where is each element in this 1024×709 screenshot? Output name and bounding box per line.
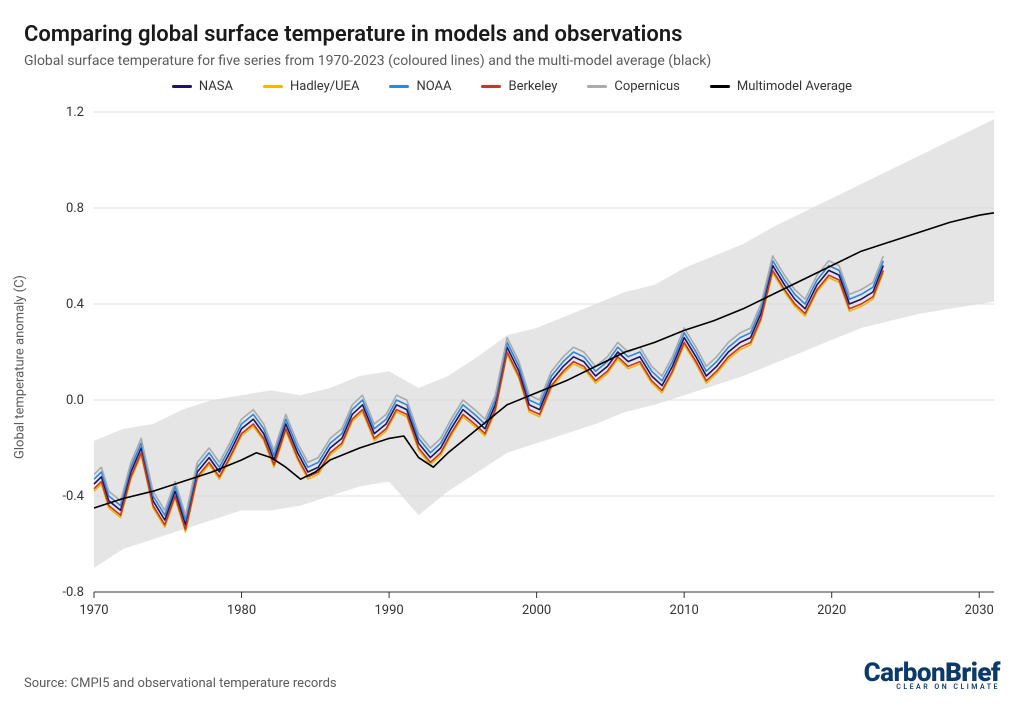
source-text: Source: CMPI5 and observational temperat… bbox=[24, 676, 337, 691]
y-tick-label: -0.8 bbox=[62, 585, 84, 600]
legend-item: Copernicus bbox=[587, 79, 680, 94]
chart-subtitle: Global surface temperature for five seri… bbox=[24, 53, 1000, 69]
x-tick-label: 1970 bbox=[79, 603, 108, 618]
uncertainty-band bbox=[94, 119, 994, 568]
legend-label: NOAA bbox=[416, 79, 451, 94]
chart-area: Global temperature anomaly (C) -0.8-0.40… bbox=[24, 102, 1000, 632]
x-tick-label: 2000 bbox=[522, 603, 551, 618]
legend-swatch bbox=[263, 85, 283, 88]
y-tick-label: 1.2 bbox=[66, 105, 84, 120]
legend-item: NOAA bbox=[389, 79, 451, 94]
x-tick-label: 2010 bbox=[670, 603, 699, 618]
chart-title: Comparing global surface temperature in … bbox=[24, 22, 1000, 47]
legend-swatch bbox=[710, 85, 730, 88]
x-tick-label: 1990 bbox=[374, 603, 403, 618]
y-axis-label: Global temperature anomaly (C) bbox=[13, 275, 28, 459]
y-tick-label: -0.4 bbox=[62, 489, 84, 504]
y-tick-label: 0.4 bbox=[66, 297, 85, 312]
x-tick-label: 2030 bbox=[965, 603, 994, 618]
legend-label: Multimodel Average bbox=[737, 79, 852, 94]
y-tick-label: 0.8 bbox=[66, 201, 84, 216]
legend-item: Multimodel Average bbox=[710, 79, 852, 94]
legend-label: Berkeley bbox=[508, 79, 557, 94]
x-tick-label: 1980 bbox=[227, 603, 256, 618]
legend-swatch bbox=[587, 85, 607, 88]
legend-label: Hadley/UEA bbox=[290, 79, 359, 94]
chart-svg: -0.8 -0.4 0.0 0.4 0.8 1.2 1970 1980 1990 2000 2010… bbox=[24, 102, 1000, 632]
legend-swatch bbox=[389, 85, 409, 88]
legend-swatch bbox=[172, 85, 192, 88]
x-tick-label: 2020 bbox=[817, 603, 846, 618]
legend-item: Hadley/UEA bbox=[263, 79, 359, 94]
legend: NASA Hadley/UEA NOAA Berkeley Copernicus Mult… bbox=[24, 79, 1000, 94]
legend-label: NASA bbox=[199, 79, 233, 94]
legend-item: Berkeley bbox=[481, 79, 557, 94]
legend-swatch bbox=[481, 85, 501, 88]
y-tick-label: 0.0 bbox=[66, 393, 84, 408]
legend-item: NASA bbox=[172, 79, 233, 94]
brand-logo: CarbonBrief CLEAR ON CLIMATE bbox=[864, 660, 1000, 691]
legend-label: Copernicus bbox=[614, 79, 680, 94]
